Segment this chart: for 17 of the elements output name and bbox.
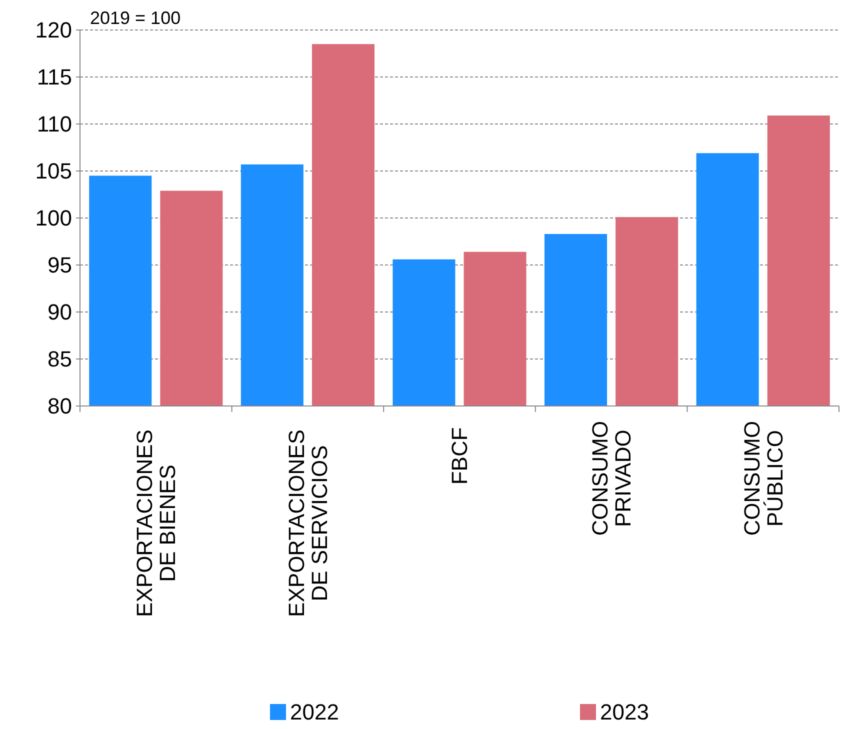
y-tick-label: 105 — [35, 158, 72, 184]
y-tick-label: 110 — [36, 112, 72, 137]
x-tick-label: EXPORTACIONES DE BIENES — [132, 430, 180, 617]
y-tick-label: 95 — [48, 252, 72, 278]
x-tick-label: EXPORTACIONES DE SERVICIOS — [284, 430, 332, 617]
y-tick-label: 120 — [35, 18, 72, 43]
x-tick-label: FBCF — [447, 427, 472, 485]
legend-label: 2022 — [290, 700, 339, 725]
legend-label: 2023 — [600, 700, 649, 725]
y-tick-label: 115 — [36, 64, 72, 90]
x-tick-label: CONSUMO PÚBLICO — [739, 420, 788, 536]
y-tick-label: 85 — [48, 346, 72, 372]
y-tick-label: 100 — [35, 206, 72, 231]
y-axis-title: 2019 = 100 — [90, 8, 181, 28]
x-tick-label: CONSUMO PRIVADO — [587, 420, 636, 536]
y-tick-label: 90 — [48, 300, 72, 325]
y-tick-label: 80 — [48, 394, 72, 419]
